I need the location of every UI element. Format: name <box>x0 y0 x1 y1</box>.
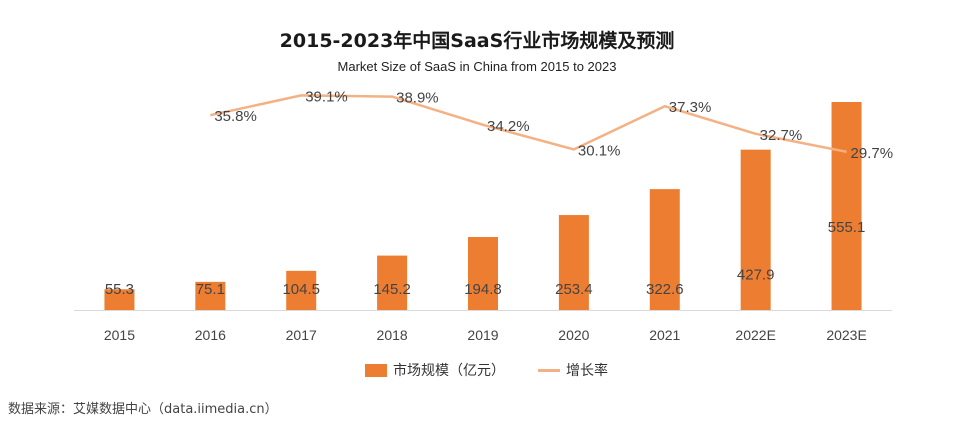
x-tick-label: 2018 <box>377 327 408 343</box>
bar-value-label: 253.4 <box>555 281 593 298</box>
legend-item-market-size: 市场规模（亿元） <box>365 360 505 380</box>
legend-label-market-size: 市场规模（亿元） <box>393 363 505 379</box>
x-tick-label: 2015 <box>104 327 135 343</box>
bar-2016 <box>195 281 226 310</box>
chart-subtitle: Market Size of SaaS in China from 2015 t… <box>337 59 617 74</box>
chart-title: 2015-2023年中国SaaS行业市场规模及预测 <box>279 30 675 52</box>
bar-value-label: 427.9 <box>737 267 775 284</box>
x-tick-label: 2016 <box>195 327 226 343</box>
x-tick-label: 2017 <box>286 327 317 343</box>
bar-value-label: 145.2 <box>373 281 411 298</box>
legend-bar-swatch <box>365 363 387 377</box>
bar-2018 <box>377 255 408 310</box>
growth-value-label: 34.2% <box>487 118 530 135</box>
bar-2017 <box>286 270 317 310</box>
bar-2021 <box>649 189 680 310</box>
bar-value-label: 555.1 <box>828 219 866 236</box>
bar-value-label: 75.1 <box>196 281 225 298</box>
growth-rate-line <box>210 94 847 154</box>
x-tick-label: 2021 <box>649 327 680 343</box>
growth-value-label: 39.1% <box>305 88 348 105</box>
bar-value-label: 55.3 <box>105 281 134 298</box>
x-tick-label: 2019 <box>467 327 498 343</box>
bar-2015 <box>104 289 135 310</box>
bar-2019 <box>468 237 498 310</box>
x-tick-label: 2023E <box>826 327 866 343</box>
bar-value-label: 322.6 <box>646 281 684 298</box>
growth-value-label: 30.1% <box>578 142 621 159</box>
growth-value-label: 38.9% <box>396 90 439 107</box>
legend-item-growth-rate: 增长率 <box>538 360 608 380</box>
bar-2023E <box>831 102 862 310</box>
source-note: 数据来源：艾媒数据中心（data.iimedia.cn） <box>8 402 278 417</box>
bar-value-label: 194.8 <box>464 281 502 298</box>
growth-value-label: 32.7% <box>760 127 803 144</box>
x-tick-label: 2020 <box>558 327 589 343</box>
legend-line-swatch <box>538 368 560 372</box>
growth-value-label: 37.3% <box>669 99 712 116</box>
bar-2022E <box>740 149 771 310</box>
bar-value-label: 104.5 <box>282 281 320 298</box>
growth-value-label: 29.7% <box>851 145 894 162</box>
growth-value-label: 35.8% <box>214 108 257 125</box>
x-tick-label: 2022E <box>735 327 775 343</box>
bar-2020 <box>558 215 589 310</box>
legend-label-growth-rate: 增长率 <box>566 363 608 379</box>
